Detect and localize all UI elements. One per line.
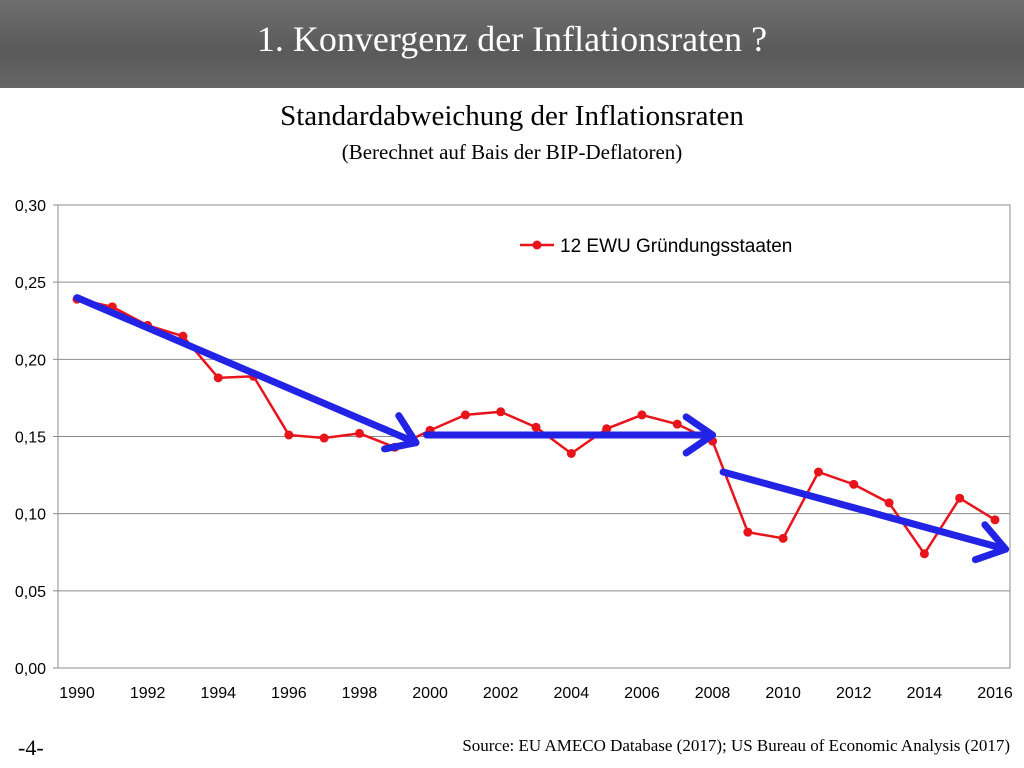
data-point: [213, 373, 223, 383]
x-tick-label: 1990: [59, 685, 95, 702]
y-tick-label: 0,00: [15, 661, 46, 678]
data-point: [778, 533, 788, 543]
data-point: [354, 428, 364, 438]
x-tick-label: 2004: [554, 685, 590, 702]
x-tick-label: 2006: [624, 685, 660, 702]
data-point: [602, 424, 612, 434]
data-point: [672, 419, 682, 429]
x-tick-label: 1996: [271, 685, 307, 702]
x-tick-label: 1994: [200, 685, 236, 702]
x-tick-label: 2016: [977, 685, 1013, 702]
data-point: [813, 467, 823, 477]
data-point: [460, 410, 470, 420]
trend-arrow-head: [381, 412, 420, 453]
chart-subtitle: (Berechnet auf Bais der BIP-Deflatoren): [341, 140, 683, 164]
chart-title: Standardabweichung der Inflationsraten: [280, 100, 744, 132]
trend-arrow-shaft: [73, 294, 420, 447]
data-point: [319, 433, 329, 443]
legend-marker: [532, 240, 542, 250]
data-point: [743, 527, 753, 537]
header-bar: 1. Konvergenz der Inflationsraten ?: [0, 0, 1024, 88]
data-point: [531, 422, 541, 432]
x-tick-label: 1998: [342, 685, 378, 702]
data-point: [496, 407, 506, 417]
legend-label: 12 EWU Gründungsstaaten: [560, 236, 792, 257]
data-point: [919, 549, 929, 559]
y-tick-label: 0,20: [15, 352, 46, 369]
x-tick-label: 2010: [765, 685, 801, 702]
data-point: [849, 479, 859, 489]
x-tick-label: 2002: [483, 685, 519, 702]
slide-title: 1. Konvergenz der Inflationsraten ?: [256, 19, 768, 59]
data-point: [566, 448, 576, 458]
data-point: [955, 493, 965, 503]
y-tick-label: 0,05: [15, 584, 46, 601]
data-point: [884, 498, 894, 508]
data-point: [284, 430, 294, 440]
x-tick-label: 2008: [695, 685, 731, 702]
data-point: [990, 515, 1000, 525]
trend-arrow-head: [971, 521, 1010, 564]
y-tick-label: 0,15: [15, 430, 46, 447]
y-tick-label: 0,30: [15, 198, 46, 215]
data-point: [637, 410, 647, 420]
y-tick-label: 0,10: [15, 507, 46, 524]
x-tick-label: 1992: [130, 685, 166, 702]
source-note: Source: EU AMECO Database (2017); US Bur…: [462, 736, 1010, 755]
x-tick-label: 2014: [907, 685, 943, 702]
trend-arrow-shaft: [719, 468, 1010, 553]
y-tick-label: 0,25: [15, 275, 46, 292]
page-number: -4-: [18, 735, 44, 760]
x-tick-label: 2000: [412, 685, 448, 702]
trend-arrow-head: [682, 413, 717, 457]
x-tick-label: 2012: [836, 685, 872, 702]
